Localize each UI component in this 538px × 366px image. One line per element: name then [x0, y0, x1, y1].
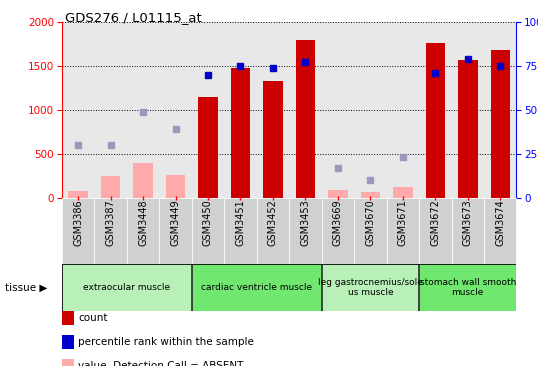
Bar [133, 163, 153, 198]
Bar [354, 198, 387, 264]
Bar [224, 198, 257, 264]
Bar [62, 198, 94, 264]
Bar [198, 97, 218, 198]
Text: GSM3387: GSM3387 [105, 199, 116, 246]
Bar [322, 198, 354, 264]
Bar [484, 198, 516, 264]
Text: cardiac ventricle muscle: cardiac ventricle muscle [201, 283, 312, 292]
Bar [289, 198, 322, 264]
Text: GSM3386: GSM3386 [73, 199, 83, 246]
Text: GSM3672: GSM3672 [430, 199, 440, 246]
Text: GSM3452: GSM3452 [268, 199, 278, 246]
Text: tissue ▶: tissue ▶ [5, 282, 48, 292]
Bar [192, 198, 224, 264]
Text: GSM3670: GSM3670 [365, 199, 376, 246]
Text: GSM3450: GSM3450 [203, 199, 213, 246]
Bar [426, 43, 445, 198]
Bar [62, 264, 191, 311]
Text: percentile rank within the sample: percentile rank within the sample [78, 337, 254, 347]
Text: count: count [78, 313, 108, 324]
Bar [419, 198, 451, 264]
Text: GSM3673: GSM3673 [463, 199, 473, 246]
Text: leg gastrocnemius/sole
us muscle: leg gastrocnemius/sole us muscle [318, 277, 423, 297]
Text: GSM3674: GSM3674 [495, 199, 505, 246]
Text: GSM3453: GSM3453 [300, 199, 310, 246]
Bar [231, 68, 250, 198]
Text: GSM3448: GSM3448 [138, 199, 148, 246]
Text: GDS276 / L01115_at: GDS276 / L01115_at [65, 11, 201, 24]
Bar [101, 176, 121, 198]
Bar [192, 264, 321, 311]
Bar [263, 81, 282, 198]
Bar [387, 198, 419, 264]
Bar [458, 60, 478, 198]
Bar [166, 175, 185, 198]
Text: value, Detection Call = ABSENT: value, Detection Call = ABSENT [78, 361, 243, 366]
Bar [322, 264, 419, 311]
Bar [451, 198, 484, 264]
Bar [257, 198, 289, 264]
Text: GSM3451: GSM3451 [236, 199, 245, 246]
Text: GSM3449: GSM3449 [171, 199, 181, 246]
Bar [328, 190, 348, 198]
Text: GSM3671: GSM3671 [398, 199, 408, 246]
Bar [94, 198, 127, 264]
Text: GSM3669: GSM3669 [333, 199, 343, 246]
Bar [419, 264, 516, 311]
Text: extraocular muscle: extraocular muscle [83, 283, 171, 292]
Bar [360, 192, 380, 198]
Bar [491, 50, 510, 198]
Bar [393, 187, 413, 198]
Bar [68, 191, 88, 198]
Bar [127, 198, 159, 264]
Text: stomach wall smooth
muscle: stomach wall smooth muscle [420, 277, 516, 297]
Bar [296, 40, 315, 198]
Bar [159, 198, 192, 264]
